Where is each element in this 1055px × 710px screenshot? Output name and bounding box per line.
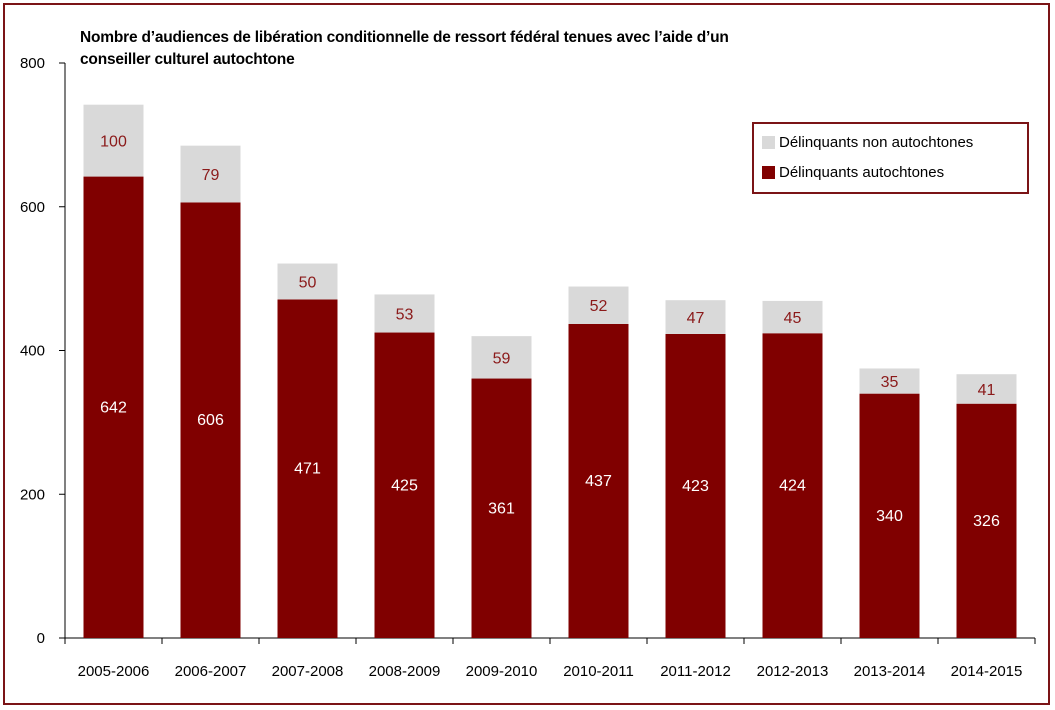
x-tick-label: 2005-2006 bbox=[78, 663, 150, 680]
data-label-autochtones: 361 bbox=[488, 500, 515, 517]
bar-segment-non-autochtones bbox=[956, 374, 1017, 404]
bar-segment-autochtones bbox=[374, 332, 435, 638]
bar-segment-autochtones bbox=[859, 393, 920, 638]
bar-segment-non-autochtones bbox=[374, 294, 435, 333]
bar-segment-autochtones bbox=[762, 333, 823, 638]
data-label-autochtones: 340 bbox=[876, 508, 903, 525]
chart-legend: Délinquants non autochtones Délinquants … bbox=[752, 122, 1029, 194]
legend-item-non-autochtones: Délinquants non autochtones bbox=[762, 134, 973, 151]
y-tick-label: 200 bbox=[20, 486, 45, 503]
x-tick-label: 2011-2012 bbox=[660, 663, 731, 680]
x-tick-label: 2013-2014 bbox=[854, 663, 926, 680]
x-tick-label: 2008-2009 bbox=[369, 663, 441, 680]
data-label-autochtones: 606 bbox=[197, 412, 224, 429]
data-label-non-autochtones: 79 bbox=[202, 167, 220, 184]
data-label-autochtones: 437 bbox=[585, 473, 612, 490]
y-tick-label: 400 bbox=[20, 343, 45, 360]
chart-title: Nombre d’audiences de libération conditi… bbox=[80, 27, 740, 71]
legend-item-autochtones: Délinquants autochtones bbox=[762, 164, 944, 181]
data-label-non-autochtones: 47 bbox=[687, 310, 705, 327]
bar-segment-autochtones bbox=[665, 333, 726, 638]
bar-segment-non-autochtones bbox=[471, 336, 532, 379]
bar-segment-autochtones bbox=[471, 378, 532, 638]
legend-swatch-non-autochtones bbox=[762, 136, 775, 149]
legend-swatch-autochtones bbox=[762, 166, 775, 179]
data-label-autochtones: 471 bbox=[294, 461, 321, 478]
bar-segment-non-autochtones bbox=[83, 104, 144, 177]
bar-segment-autochtones bbox=[83, 176, 144, 638]
chart-title-line-2: conseiller culturel autochtone bbox=[80, 51, 295, 68]
x-tick-label: 2014-2015 bbox=[951, 663, 1023, 680]
chart-title-line-1: Nombre d’audiences de libération conditi… bbox=[80, 29, 729, 46]
data-label-non-autochtones: 53 bbox=[396, 306, 414, 323]
y-tick-label: 600 bbox=[20, 199, 45, 216]
x-tick-label: 2007-2008 bbox=[272, 663, 344, 680]
bar-segment-non-autochtones bbox=[180, 145, 241, 203]
data-label-non-autochtones: 52 bbox=[590, 298, 608, 315]
data-label-non-autochtones: 59 bbox=[493, 350, 511, 367]
legend-label-autochtones: Délinquants autochtones bbox=[779, 164, 945, 181]
data-label-autochtones: 425 bbox=[391, 477, 418, 494]
data-label-non-autochtones: 41 bbox=[978, 382, 996, 399]
bar-segment-non-autochtones bbox=[859, 368, 920, 394]
bar-segment-autochtones bbox=[956, 403, 1017, 638]
x-tick-label: 2006-2007 bbox=[175, 663, 247, 680]
data-label-non-autochtones: 35 bbox=[881, 374, 899, 391]
y-tick-label: 0 bbox=[37, 630, 45, 647]
data-label-non-autochtones: 45 bbox=[784, 310, 802, 327]
bar-segment-autochtones bbox=[277, 299, 338, 638]
data-label-autochtones: 424 bbox=[779, 478, 806, 495]
x-tick-label: 2012-2013 bbox=[757, 663, 829, 680]
bar-segment-non-autochtones bbox=[762, 300, 823, 334]
data-label-autochtones: 423 bbox=[682, 478, 709, 495]
bar-segment-non-autochtones bbox=[568, 286, 629, 324]
y-tick-label: 800 bbox=[20, 55, 45, 72]
data-label-autochtones: 642 bbox=[100, 399, 127, 416]
bar-segment-autochtones bbox=[568, 323, 629, 638]
x-tick-label: 2009-2010 bbox=[466, 663, 538, 680]
bar-segment-autochtones bbox=[180, 202, 241, 638]
legend-label-non-autochtones: Délinquants non autochtones bbox=[779, 134, 974, 151]
data-label-non-autochtones: 100 bbox=[100, 134, 127, 151]
bar-segment-non-autochtones bbox=[277, 263, 338, 300]
bar-segment-non-autochtones bbox=[665, 300, 726, 334]
data-label-autochtones: 326 bbox=[973, 513, 1000, 530]
data-label-non-autochtones: 50 bbox=[299, 275, 317, 292]
x-tick-label: 2010-2011 bbox=[563, 663, 634, 680]
